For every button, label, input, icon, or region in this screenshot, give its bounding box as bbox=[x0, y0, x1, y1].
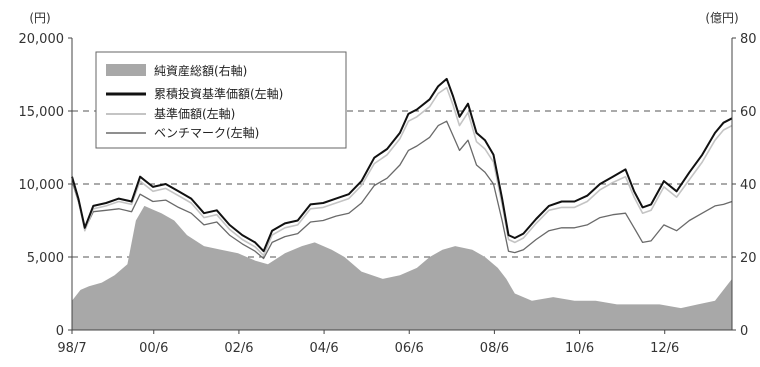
area-net-assets bbox=[72, 205, 732, 330]
left-axis-ticks: 0 5,000 10,000 15,000 20,000 bbox=[19, 32, 72, 339]
legend-label-nav: 基準価額(左軸) bbox=[154, 106, 235, 121]
x-tick-label: 04/6 bbox=[309, 341, 338, 356]
x-tick-label: 02/6 bbox=[224, 341, 253, 356]
legend: 純資産総額(右軸) 累積投資基準価額(左軸) 基準価額(左軸) ベンチマーク(左… bbox=[95, 51, 347, 149]
left-tick-label: 10,000 bbox=[19, 178, 65, 193]
x-tick-label: 98/7 bbox=[57, 341, 86, 356]
right-axis-ticks: 0 20 40 60 80 bbox=[732, 32, 757, 339]
legend-label-net-assets: 純資産総額(右軸) bbox=[154, 63, 247, 78]
left-tick-label: 0 bbox=[56, 324, 64, 339]
x-axis-ticks: 98/7 00/6 02/6 04/6 06/6 08/6 10/6 12/6 bbox=[57, 330, 679, 356]
right-axis-unit: (億円) bbox=[705, 11, 738, 25]
x-tick-label: 10/6 bbox=[565, 341, 594, 356]
legend-label-benchmark: ベンチマーク(左軸) bbox=[154, 125, 259, 140]
x-tick-label: 08/6 bbox=[480, 341, 509, 356]
line-cumulative bbox=[71, 77, 733, 253]
line-benchmark bbox=[71, 120, 733, 260]
right-tick-label: 40 bbox=[740, 178, 757, 193]
left-tick-label: 20,000 bbox=[19, 32, 65, 47]
legend-swatch-net-assets bbox=[106, 64, 146, 76]
right-tick-label: 0 bbox=[740, 324, 748, 339]
x-tick-label: 06/6 bbox=[395, 341, 424, 356]
x-tick-label: 00/6 bbox=[139, 341, 168, 356]
left-axis-unit: (円) bbox=[29, 11, 50, 25]
line-nav bbox=[71, 86, 733, 257]
legend-label-cumulative: 累積投資基準価額(左軸) bbox=[154, 86, 283, 101]
price-lines-layer bbox=[71, 77, 733, 260]
right-tick-label: 20 bbox=[740, 251, 757, 266]
x-tick-label: 12/6 bbox=[650, 341, 679, 356]
left-tick-label: 15,000 bbox=[19, 105, 65, 120]
net-assets-area-layer bbox=[72, 205, 732, 330]
right-tick-label: 80 bbox=[740, 32, 757, 47]
left-tick-label: 5,000 bbox=[27, 251, 64, 266]
right-tick-label: 60 bbox=[740, 105, 757, 120]
